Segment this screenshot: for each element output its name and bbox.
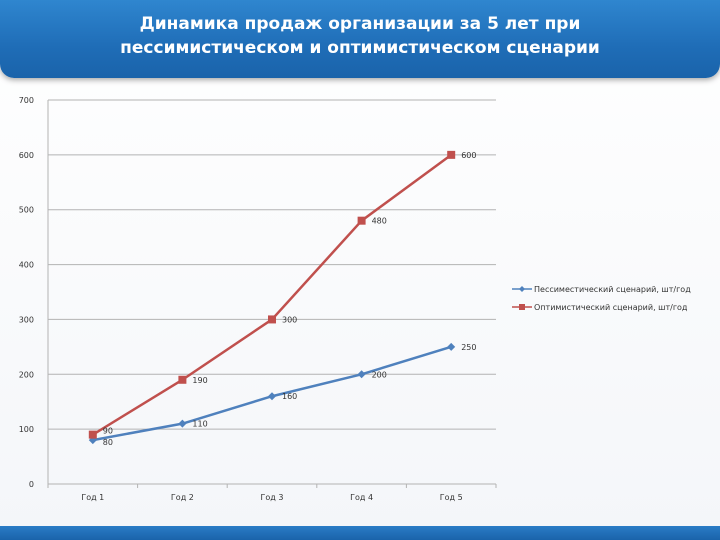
- y-tick-label: 300: [19, 315, 34, 324]
- x-tick-label: Год 1: [81, 493, 104, 502]
- data-point: [268, 392, 276, 401]
- title-line-1: Динамика продаж организации за 5 лет при: [139, 14, 581, 34]
- legend-marker: [519, 304, 525, 310]
- data-label: 80: [103, 438, 113, 447]
- bottom-bar: [0, 526, 720, 540]
- y-tick-label: 700: [19, 96, 34, 105]
- data-label: 200: [372, 370, 387, 379]
- y-tick-label: 600: [19, 151, 34, 160]
- y-tick-label: 200: [19, 370, 34, 379]
- data-label: 160: [282, 392, 297, 401]
- title-bar: Динамика продаж организации за 5 лет при…: [0, 0, 720, 78]
- data-point: [447, 342, 456, 351]
- data-label: 300: [282, 315, 297, 324]
- legend-marker: [519, 286, 525, 292]
- x-tick-label: Год 2: [171, 493, 194, 502]
- x-tick-label: Год 5: [440, 493, 463, 502]
- data-point: [178, 375, 187, 384]
- data-point: [268, 315, 276, 324]
- data-label: 480: [372, 217, 387, 226]
- data-point: [357, 216, 366, 225]
- y-tick-label: 400: [19, 261, 34, 270]
- data-point: [447, 150, 456, 159]
- x-tick-label: Год 3: [261, 493, 284, 502]
- data-label: 110: [192, 420, 207, 429]
- data-label: 90: [103, 427, 113, 436]
- y-tick-label: 500: [19, 206, 34, 215]
- data-label: 190: [192, 376, 207, 385]
- legend-entry: Оптимистический сценарий, шт/год: [534, 303, 688, 312]
- data-label: 250: [461, 343, 476, 352]
- y-tick-label: 0: [29, 480, 34, 489]
- page-title: Динамика продаж организации за 5 лет при…: [20, 12, 700, 60]
- data-point: [357, 370, 366, 379]
- legend-entry: Пессиместический сценарий, шт/год: [534, 285, 691, 294]
- data-label: 600: [461, 151, 476, 160]
- title-line-2: пессимистическом и оптимистическом сцена…: [120, 38, 600, 58]
- data-point: [178, 419, 187, 428]
- data-point: [88, 430, 97, 439]
- y-tick-label: 100: [19, 425, 34, 434]
- x-tick-label: Год 4: [350, 493, 373, 502]
